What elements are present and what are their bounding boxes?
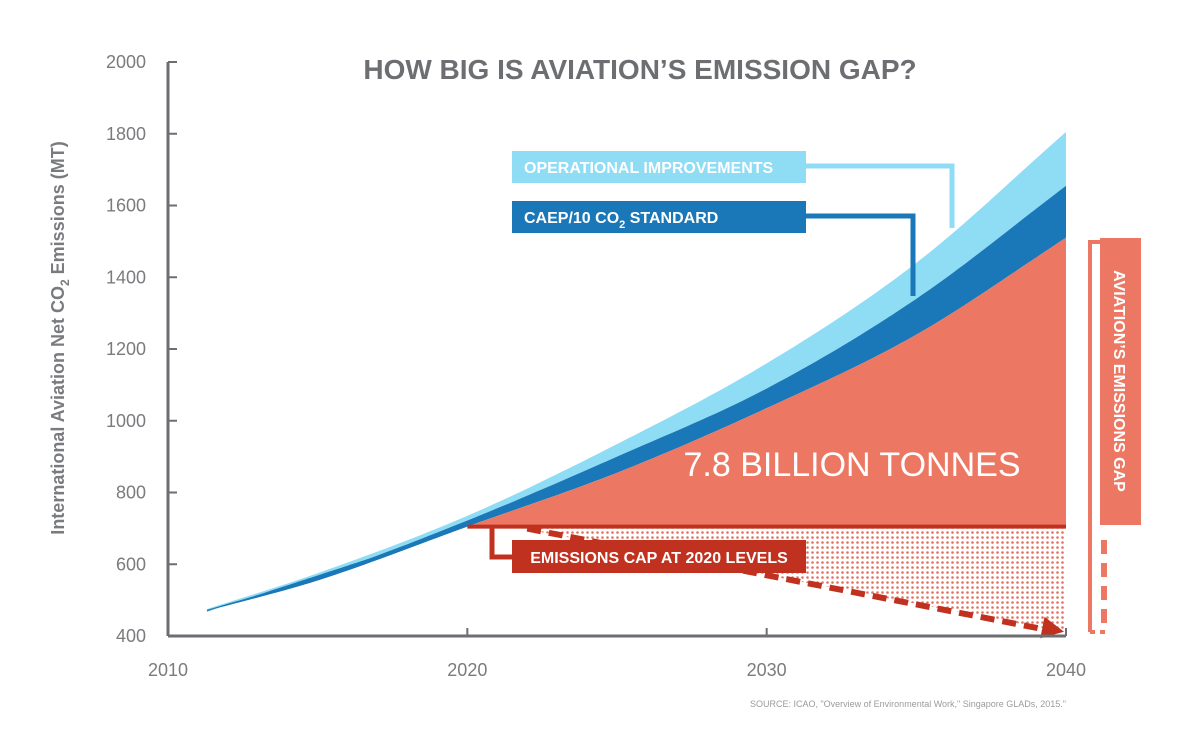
operational-label: OPERATIONAL IMPROVEMENTS <box>524 160 774 177</box>
cap-label-box <box>512 540 806 573</box>
y-tick-label: 1000 <box>106 411 146 431</box>
pre-cap-wedge <box>206 526 468 612</box>
y-tick-label: 400 <box>116 626 146 646</box>
gap-label-box <box>1100 238 1141 525</box>
x-tick-label: 2040 <box>1046 660 1086 680</box>
caep-label: CAEP/10 CO2 STANDARD <box>524 210 718 231</box>
emissions-cap-callout: EMISSIONS CAP AT 2020 LEVELS <box>489 528 806 573</box>
x-tick-label: 2010 <box>148 660 188 680</box>
chart-title: HOW BIG IS AVIATION’S EMISSION GAP? <box>363 54 916 85</box>
y-tick-label: 1200 <box>106 339 146 359</box>
operational-label-box <box>512 151 806 183</box>
y-tick-label: 600 <box>116 554 146 574</box>
y-axis-label: International Aviation Net CO2 Emissions… <box>48 141 72 534</box>
gap-label: AVIATION’S EMISSIONS GAP <box>1110 270 1127 492</box>
caep-leader-line <box>805 213 916 296</box>
caep-standard-callout: CAEP/10 CO2 STANDARD <box>512 201 916 296</box>
y-tick-labels: 2000 1800 1600 1400 1200 1000 800 600 400 <box>106 52 177 646</box>
emissions-gap-area <box>467 237 1066 527</box>
y-tick-label: 1600 <box>106 196 146 216</box>
operational-improvements-callout: OPERATIONAL IMPROVEMENTS <box>512 151 955 228</box>
emissions-gap-bracket: AVIATION’S EMISSIONS GAP <box>1088 238 1141 634</box>
operational-leader-line <box>805 163 955 228</box>
source-note: SOURCE: ICAO, "Overview of Environmental… <box>750 699 1066 709</box>
y-tick-label: 1800 <box>106 124 146 144</box>
caep-label-box <box>512 201 806 233</box>
cap-leader-line <box>489 528 512 560</box>
y-tick-label: 1400 <box>106 267 146 287</box>
x-tick-label: 2020 <box>447 660 487 680</box>
area-layer <box>206 132 1066 612</box>
x-tick-label: 2030 <box>747 660 787 680</box>
y-tick-label: 800 <box>116 483 146 503</box>
overlay-layer <box>467 524 1066 639</box>
gap-volume-label: 7.8 BILLION TONNES <box>684 446 1021 484</box>
y-tick-label: 2000 <box>106 52 146 72</box>
cap-label: EMISSIONS CAP AT 2020 LEVELS <box>530 550 788 567</box>
decline-arrow-head <box>1040 616 1064 639</box>
x-tick-labels: 2010 2020 2030 2040 <box>148 628 1086 680</box>
